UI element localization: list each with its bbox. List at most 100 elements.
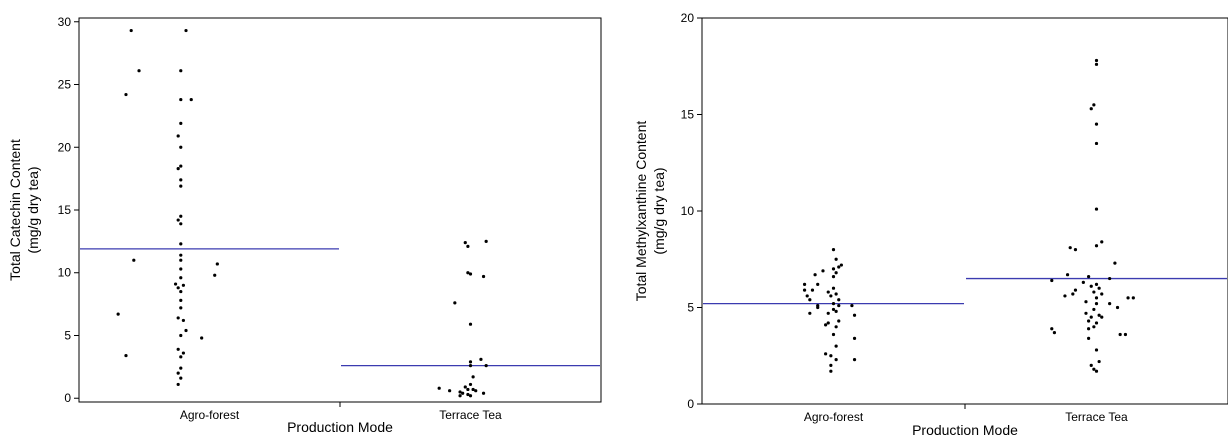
data-point bbox=[181, 283, 185, 287]
data-point bbox=[124, 92, 128, 97]
data-point bbox=[468, 272, 473, 276]
data-point bbox=[852, 358, 857, 362]
data-point bbox=[808, 311, 812, 315]
data-point bbox=[179, 121, 183, 126]
data-point bbox=[831, 248, 836, 252]
data-point bbox=[1050, 327, 1054, 331]
data-point bbox=[116, 312, 120, 316]
data-point bbox=[468, 360, 473, 364]
data-point bbox=[466, 387, 470, 392]
data-point bbox=[215, 262, 219, 266]
data-point bbox=[179, 164, 183, 168]
data-point bbox=[181, 318, 185, 323]
y-tick-label: 30 bbox=[58, 15, 72, 29]
data-point bbox=[1071, 292, 1075, 296]
data-point bbox=[834, 292, 838, 296]
data-point bbox=[179, 267, 183, 271]
data-point bbox=[458, 390, 462, 394]
data-point bbox=[474, 389, 478, 393]
data-point bbox=[1097, 359, 1101, 364]
data-point bbox=[1094, 141, 1099, 146]
data-point bbox=[821, 269, 825, 273]
data-point bbox=[468, 322, 473, 326]
data-point bbox=[1052, 330, 1057, 335]
y-tick-label: 15 bbox=[58, 203, 72, 217]
x-axis-title: Production Mode bbox=[287, 419, 393, 435]
data-point bbox=[179, 178, 183, 182]
data-point bbox=[1087, 275, 1091, 279]
data-point bbox=[1092, 103, 1096, 107]
data-point bbox=[834, 344, 838, 348]
data-point bbox=[808, 298, 812, 302]
data-point bbox=[1089, 363, 1093, 367]
data-point bbox=[837, 265, 841, 269]
data-point bbox=[463, 241, 467, 245]
data-point bbox=[829, 363, 833, 367]
data-point bbox=[834, 358, 838, 362]
data-point bbox=[179, 366, 183, 370]
data-point bbox=[184, 328, 188, 333]
data-point bbox=[1050, 278, 1054, 283]
data-point bbox=[179, 276, 183, 280]
data-point bbox=[826, 321, 830, 325]
data-point bbox=[481, 274, 486, 279]
data-point bbox=[1087, 319, 1091, 323]
chart-2: 0 5 10 15 20 Agro-forest Terrace Tea Production… bbox=[633, 11, 1228, 438]
data-point bbox=[1100, 240, 1104, 244]
x-tick-label: Terrace Tea bbox=[439, 408, 502, 422]
data-point bbox=[1092, 325, 1096, 329]
data-point bbox=[805, 294, 809, 298]
x-tick-label: Agro-forest bbox=[804, 410, 864, 424]
data-point bbox=[129, 28, 133, 33]
data-point bbox=[813, 273, 817, 277]
data-point bbox=[179, 184, 183, 188]
data-point bbox=[179, 97, 183, 102]
data-point bbox=[1100, 315, 1104, 319]
data-point bbox=[1100, 292, 1104, 296]
data-point bbox=[461, 391, 465, 395]
data-point bbox=[824, 323, 828, 327]
data-point bbox=[179, 355, 183, 359]
data-point bbox=[179, 333, 183, 338]
data-point bbox=[184, 28, 188, 33]
y-tick-label: 10 bbox=[58, 266, 72, 280]
data-point bbox=[437, 386, 441, 390]
data-point bbox=[831, 286, 836, 290]
data-point bbox=[471, 387, 475, 392]
data-point bbox=[1087, 336, 1091, 340]
data-point bbox=[1092, 290, 1096, 294]
data-point bbox=[179, 253, 183, 257]
data-point bbox=[831, 275, 836, 279]
data-point bbox=[179, 242, 183, 246]
data-point bbox=[837, 303, 841, 308]
data-point bbox=[852, 313, 857, 317]
data-point bbox=[1126, 296, 1130, 300]
data-point bbox=[1065, 273, 1070, 277]
data-point bbox=[837, 298, 841, 302]
data-point bbox=[179, 376, 183, 380]
y-axis-subtitle: (mg/g dry tea) bbox=[25, 166, 41, 253]
data-point bbox=[1097, 313, 1101, 317]
data-point bbox=[179, 258, 183, 262]
data-point bbox=[179, 69, 183, 73]
data-point bbox=[1063, 294, 1067, 298]
data-point bbox=[1089, 315, 1093, 319]
y-axis-subtitle: (mg/g dry tea) bbox=[651, 167, 667, 254]
y-axis-title: Total Catechin Content bbox=[7, 139, 23, 281]
data-point bbox=[839, 263, 843, 267]
data-point bbox=[1118, 332, 1122, 337]
data-point bbox=[176, 316, 180, 320]
data-point bbox=[468, 382, 473, 387]
data-point bbox=[824, 352, 828, 356]
data-point bbox=[1094, 282, 1099, 286]
data-point bbox=[471, 375, 475, 379]
data-point bbox=[829, 354, 833, 358]
data-point bbox=[463, 385, 467, 389]
data-point bbox=[834, 257, 838, 261]
data-point bbox=[466, 271, 470, 275]
x-tick-label: Terrace Tea bbox=[1065, 410, 1128, 424]
data-point bbox=[176, 166, 180, 171]
data-point bbox=[1084, 300, 1088, 304]
data-point bbox=[826, 311, 830, 315]
